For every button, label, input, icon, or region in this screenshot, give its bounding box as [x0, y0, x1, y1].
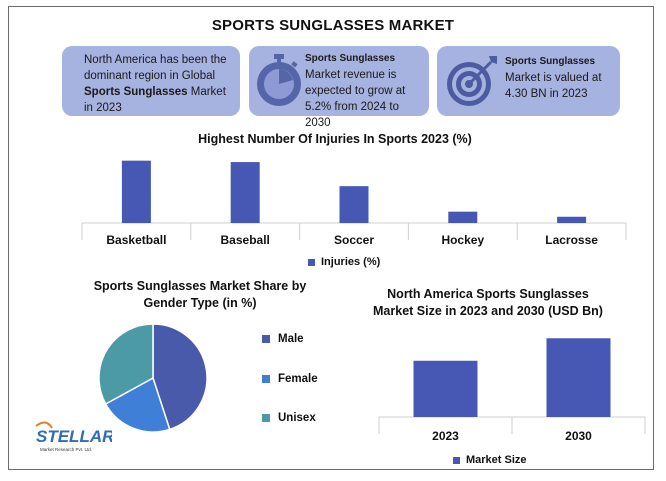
bar-soccer [339, 186, 369, 223]
card-text-end: Market in 2023 [84, 86, 226, 114]
pie-slice-male [152, 323, 208, 431]
page-title: SPORTS SUNGLASSES MARKET [211, 17, 455, 34]
card-text: North America has been the dominant regi… [84, 54, 227, 82]
x-tick-label: Baseball [221, 233, 270, 247]
infographic-frame [8, 6, 654, 470]
bar-2023 [413, 360, 478, 417]
gender-chart-title: Sports Sunglasses Market Share by Gender… [93, 279, 307, 310]
bar-hockey [448, 211, 478, 223]
pie-legend-male: Male [262, 333, 304, 345]
bar-baseball [230, 162, 260, 223]
info-card-region: North America has been the dominant regi… [62, 46, 240, 116]
x-tick-label: Basketball [106, 233, 166, 247]
injuries-chart-title: Highest Number Of Injuries In Sports 202… [198, 132, 472, 146]
gender-pie-chart [98, 323, 208, 433]
pie-legend-unisex: Unisex [262, 412, 316, 424]
x-tick-label: 2030 [565, 429, 592, 443]
info-card-value: Sports Sunglasses Market is valued at 4.… [437, 46, 620, 116]
legend-label: Male [278, 333, 304, 345]
bar-2030 [546, 338, 611, 417]
pie-slice-female [104, 376, 171, 433]
x-tick-label: Lacrosse [545, 233, 598, 247]
market-size-bar-chart: 2023 2030 [378, 338, 646, 443]
market-size-chart-title: North America Sports Sunglasses Market S… [373, 287, 603, 318]
card-heading: Sports Sunglasses [505, 56, 596, 67]
injuries-bar-chart: Basketball Baseball Soccer Hockey Lacrosse [81, 160, 627, 247]
legend-label: Market Size [466, 454, 527, 466]
stellar-logo: STELLAR Market Research Pvt. Ltd. [32, 420, 115, 459]
legend-label: Female [278, 373, 318, 385]
pie-legend-female: Female [262, 373, 318, 385]
injuries-legend: Injuries (%) [308, 256, 380, 268]
legend-label: Injuries (%) [321, 256, 381, 268]
card-bold-text: Sports Sunglasses [84, 86, 188, 98]
bar-basketball [121, 160, 151, 223]
stopwatch-icon [255, 53, 303, 112]
legend-swatch [262, 375, 270, 383]
bar-lacrosse [557, 216, 587, 223]
x-tick-label: 2023 [432, 429, 459, 443]
card-heading: Sports Sunglasses [305, 53, 396, 64]
x-tick-label: Hockey [441, 233, 484, 247]
card-text: Market is valued at 4.30 BN in 2023 [505, 72, 602, 100]
legend-swatch [262, 414, 270, 422]
pie-slice-unisex [98, 323, 154, 406]
legend-swatch [453, 456, 460, 464]
svg-text:STELLAR: STELLAR [36, 427, 112, 446]
market-size-legend: Market Size [453, 454, 527, 466]
legend-swatch [308, 258, 315, 266]
target-icon [445, 54, 501, 113]
card-text: Market revenue is expected to grow at 5.… [305, 69, 406, 129]
info-card-growth: Sports Sunglasses Market revenue is expe… [249, 46, 429, 129]
x-tick-label: Soccer [334, 233, 374, 247]
legend-label: Unisex [278, 412, 316, 424]
legend-swatch [262, 335, 270, 343]
svg-text:Market Research Pvt. Ltd.: Market Research Pvt. Ltd. [40, 447, 92, 452]
